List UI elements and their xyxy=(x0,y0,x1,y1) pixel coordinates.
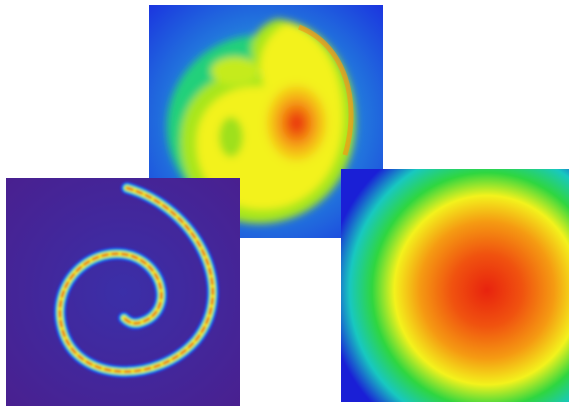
radial-heatmap-panel xyxy=(341,169,569,402)
vortex-heatmap-panel xyxy=(149,5,383,238)
spiral-wave xyxy=(6,178,240,406)
spiral-wave-panel xyxy=(6,178,240,406)
vortex-heatmap xyxy=(149,5,383,238)
radial-heatmap xyxy=(341,169,569,402)
